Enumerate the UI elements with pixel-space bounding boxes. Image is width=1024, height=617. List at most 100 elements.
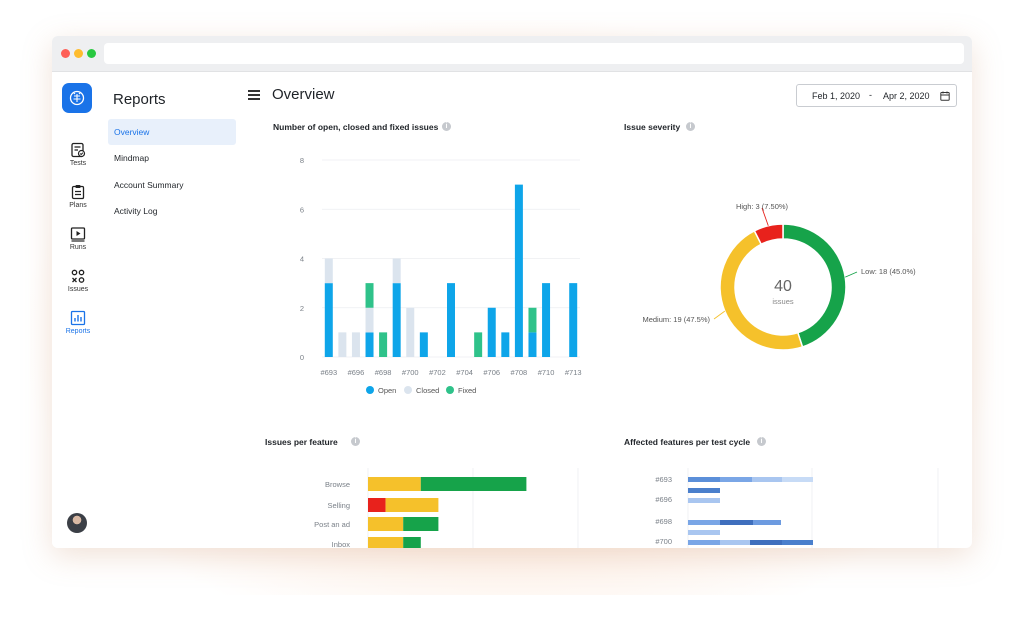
donut-slice-low xyxy=(782,223,847,348)
feature-bar-segment xyxy=(688,477,720,482)
address-bar[interactable] xyxy=(104,43,964,64)
category-label: Inbox xyxy=(332,540,351,548)
rail-label-tests: Tests xyxy=(69,160,87,167)
callout-label-low: Low: 18 (45.0%) xyxy=(861,267,916,276)
x-tick-label: #696 xyxy=(348,368,365,377)
info-icon[interactable]: i xyxy=(757,437,766,446)
bar-open xyxy=(419,332,428,357)
rail-item-plans[interactable]: Plans xyxy=(52,184,104,209)
bar-open xyxy=(487,307,496,357)
issues-chart-title: Number of open, closed and fixed issues xyxy=(273,122,439,132)
cycle-label: #700 xyxy=(655,537,672,546)
legend-swatch-fixed xyxy=(446,386,454,394)
callout-label-medium: Medium: 19 (47.5%) xyxy=(642,315,710,324)
legend-swatch-open xyxy=(366,386,374,394)
x-tick-label: #713 xyxy=(565,368,582,377)
category-label: Selling xyxy=(327,501,350,510)
hamburger-menu-icon[interactable] xyxy=(248,90,260,100)
feature-bar-segment xyxy=(720,477,752,482)
browser-window: Tests Plans Runs Issues Reports xyxy=(52,36,972,548)
x-tick-label: #704 xyxy=(456,368,473,377)
severity-chart-title: Issue severity xyxy=(624,122,681,132)
hbar-high xyxy=(368,498,386,512)
info-icon[interactable]: i xyxy=(686,122,695,131)
x-tick-label: #702 xyxy=(429,368,446,377)
subnav-item-account-summary[interactable]: Account Summary xyxy=(114,180,184,190)
info-icon[interactable]: i xyxy=(442,122,451,131)
hbar-low xyxy=(420,477,527,491)
subnav-item-mindmap[interactable]: Mindmap xyxy=(114,153,149,163)
x-tick-label: #710 xyxy=(538,368,555,377)
rail-item-reports[interactable]: Reports xyxy=(52,310,104,335)
bar-open xyxy=(365,332,374,357)
feature-bar-segment xyxy=(688,540,720,545)
legend-swatch-closed xyxy=(404,386,412,394)
calendar-icon[interactable] xyxy=(940,91,950,101)
subnav-title: Reports xyxy=(113,91,166,108)
rail-label-plans: Plans xyxy=(69,202,87,209)
rail-item-tests[interactable]: Tests xyxy=(52,142,104,167)
x-tick-label: #698 xyxy=(375,368,392,377)
feature-bar-segment xyxy=(782,477,813,482)
bar-fixed xyxy=(365,283,374,308)
cycle-label: #696 xyxy=(655,495,672,504)
bar-closed xyxy=(324,258,333,284)
minimize-window-button[interactable] xyxy=(74,49,83,58)
legend-label-open: Open xyxy=(378,386,396,395)
info-icon[interactable]: i xyxy=(351,437,360,446)
bar-open xyxy=(501,332,510,357)
close-window-button[interactable] xyxy=(61,49,70,58)
bar-closed xyxy=(392,258,401,284)
feature-bar-segment xyxy=(688,530,720,535)
category-label: Browse xyxy=(325,480,350,489)
feature-bar-segment xyxy=(688,520,720,525)
icon-rail xyxy=(52,72,104,548)
feature-bar-segment xyxy=(753,520,781,525)
bar-closed xyxy=(365,307,374,333)
charts-canvas: 0 2 4 6 8 #693 #696 #698 #700 #702 #704 #706 #708 #71… xyxy=(300,156,939,548)
user-avatar[interactable] xyxy=(67,513,87,533)
bar-open xyxy=(542,283,551,357)
per-feature-chart-title: Issues per feature xyxy=(265,437,338,447)
hbar-low xyxy=(403,537,421,548)
subnav-item-activity-log[interactable]: Activity Log xyxy=(114,206,158,216)
bar-chart-icon xyxy=(70,310,86,326)
subnav-item-overview[interactable]: Overview xyxy=(108,119,236,145)
bar-open xyxy=(447,283,455,357)
legend-label-fixed: Fixed xyxy=(458,386,476,395)
date-to[interactable]: Apr 2, 2020 xyxy=(883,91,930,101)
bug-logo-icon xyxy=(69,90,85,106)
feature-bar-segment xyxy=(750,540,782,545)
page-title: Overview xyxy=(272,86,335,103)
rail-item-runs[interactable]: Runs xyxy=(52,226,104,251)
date-range-picker[interactable]: Feb 1, 2020 - Apr 2, 2020 xyxy=(796,84,957,107)
category-label: Post an ad xyxy=(314,520,350,529)
y-tick-label: 4 xyxy=(300,255,304,264)
x-tick-label: #708 xyxy=(511,368,528,377)
bar-closed xyxy=(338,332,347,357)
x-tick-label: #706 xyxy=(483,368,500,377)
date-from[interactable]: Feb 1, 2020 xyxy=(812,91,861,101)
rail-label-runs: Runs xyxy=(69,244,87,251)
feature-bar-segment xyxy=(782,540,813,545)
y-tick-label: 6 xyxy=(300,205,304,214)
legend-label-closed: Closed xyxy=(416,386,439,395)
hbar-low xyxy=(403,517,439,531)
play-icon xyxy=(70,227,86,242)
callout-line-low xyxy=(845,271,858,278)
feature-bar-segment xyxy=(720,540,750,545)
bar-closed xyxy=(351,332,360,357)
donut-total: 40 xyxy=(774,278,792,295)
reports-subnav xyxy=(104,72,244,548)
bar-open xyxy=(569,283,578,357)
app-logo[interactable] xyxy=(62,83,92,113)
rail-item-issues[interactable]: Issues xyxy=(52,268,104,293)
bar-open xyxy=(528,332,537,357)
donut-total-label: issues xyxy=(772,297,794,306)
bar-open xyxy=(514,184,523,357)
hbar-medium xyxy=(368,517,404,531)
issues-icon xyxy=(71,269,85,283)
hbar-medium xyxy=(368,537,404,548)
maximize-window-button[interactable] xyxy=(87,49,96,58)
bar-open xyxy=(392,283,401,357)
